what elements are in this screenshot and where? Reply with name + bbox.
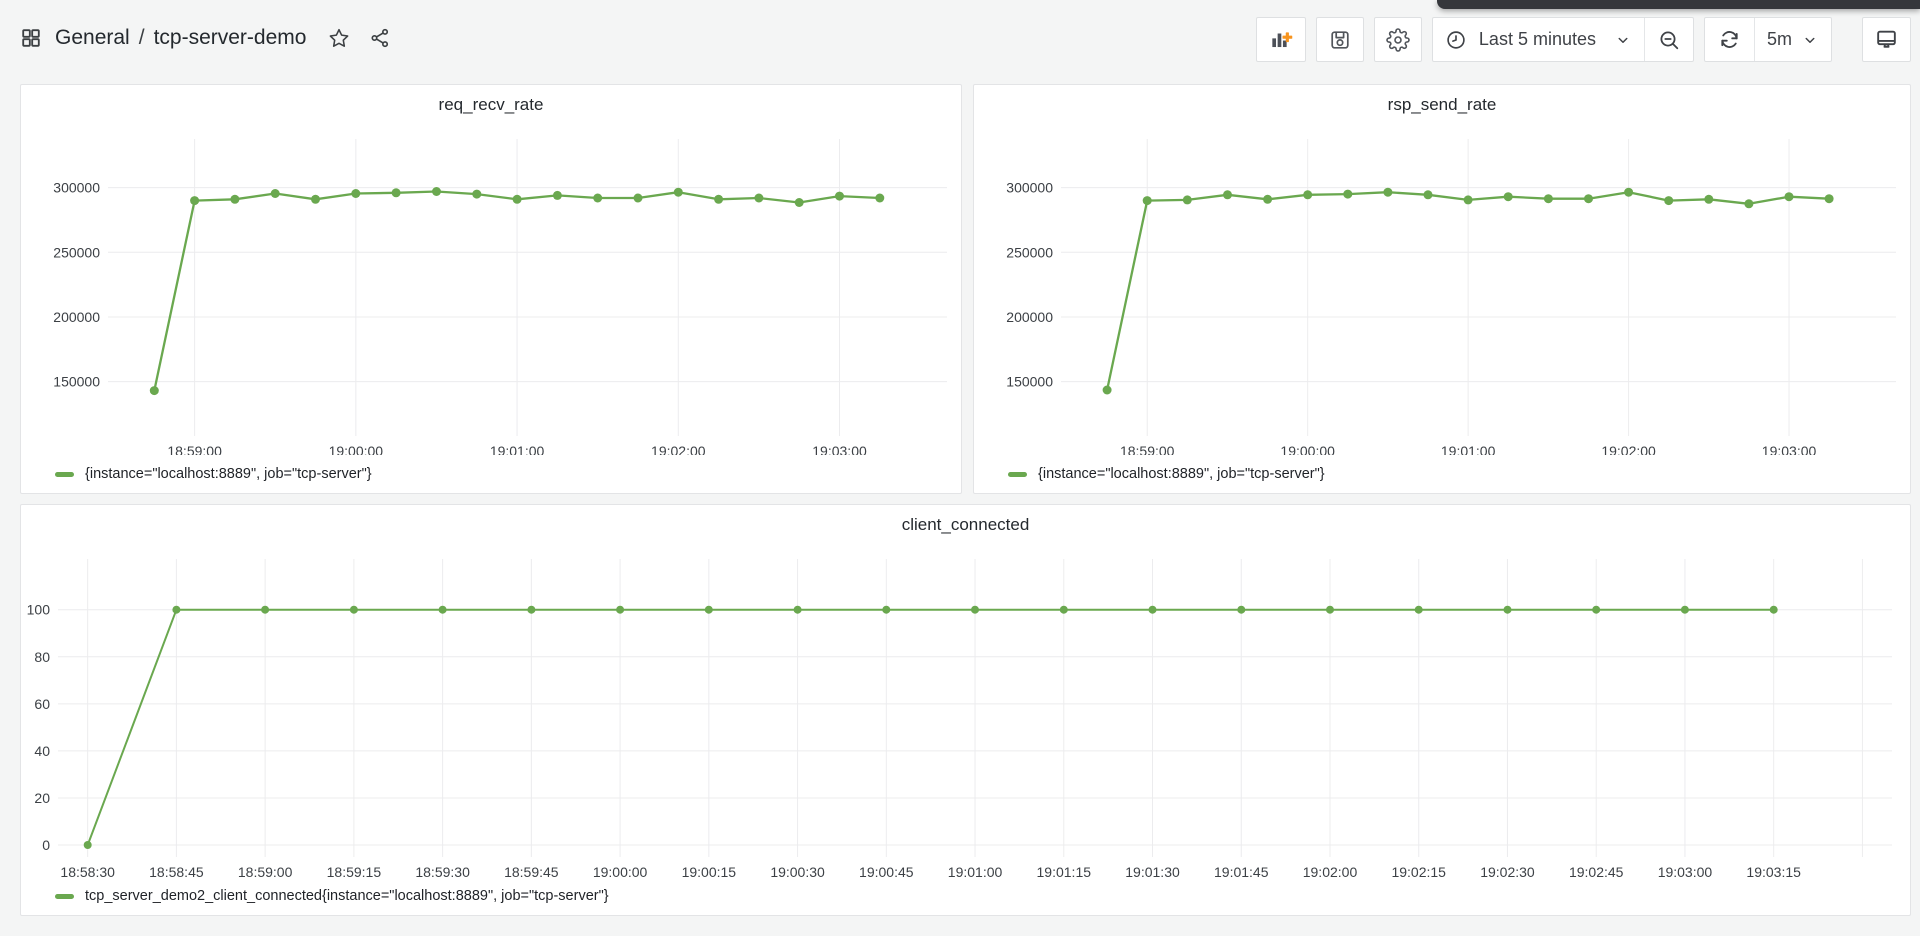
- svg-text:300000: 300000: [53, 180, 100, 196]
- legend: {instance="localhost:8889", job="tcp-ser…: [55, 466, 372, 482]
- refresh-dashboard-button[interactable]: [1705, 18, 1754, 61]
- legend-swatch: [1008, 472, 1027, 477]
- svg-text:18:59:30: 18:59:30: [415, 864, 470, 877]
- timeseries-chart[interactable]: 150000 200000 250000 300000 18:59:00 19:00:00…: [975, 125, 1909, 455]
- panel-title: rsp_send_rate: [1388, 85, 1497, 125]
- chevron-down-icon: [1801, 31, 1819, 49]
- panel-header[interactable]: req_recv_rate: [21, 85, 961, 125]
- svg-text:19:00:45: 19:00:45: [859, 864, 914, 877]
- svg-text:19:01:00: 19:01:00: [1441, 443, 1496, 455]
- svg-text:18:59:00: 18:59:00: [167, 443, 222, 455]
- add-panel-button[interactable]: [1256, 17, 1306, 62]
- refresh-interval-picker[interactable]: 5m: [1754, 18, 1831, 61]
- panel-req-recv-rate: req_recv_rate 150000 200000 250000 300000 18…: [20, 84, 962, 494]
- svg-text:100: 100: [27, 602, 51, 618]
- svg-text:19:02:30: 19:02:30: [1480, 864, 1535, 877]
- legend-series-label[interactable]: {instance="localhost:8889", job="tcp-ser…: [85, 466, 372, 482]
- svg-text:19:00:00: 19:00:00: [593, 864, 648, 877]
- svg-text:300000: 300000: [1006, 180, 1053, 196]
- svg-text:18:59:00: 18:59:00: [238, 864, 293, 877]
- svg-text:19:01:45: 19:01:45: [1214, 864, 1269, 877]
- breadcrumb-dashboard-name[interactable]: tcp-server-demo: [154, 26, 307, 50]
- apps-grid-icon[interactable]: [20, 27, 42, 49]
- breadcrumb-separator: /: [139, 26, 145, 50]
- svg-text:19:00:15: 19:00:15: [682, 864, 737, 877]
- dashboard-settings-button[interactable]: [1374, 17, 1422, 62]
- svg-text:19:02:45: 19:02:45: [1569, 864, 1624, 877]
- svg-text:150000: 150000: [1006, 374, 1053, 390]
- dashboard-header: General / tcp-server-demo: [0, 0, 1920, 80]
- panel-header[interactable]: rsp_send_rate: [974, 85, 1910, 125]
- svg-text:250000: 250000: [1006, 244, 1053, 260]
- svg-text:200000: 200000: [1006, 309, 1053, 325]
- svg-text:250000: 250000: [53, 244, 100, 260]
- panel-client-connected: client_connected 0 20 40 60 80 100 18:58:30 18:…: [20, 504, 1911, 916]
- panel-header[interactable]: client_connected: [21, 505, 1910, 545]
- svg-text:19:03:15: 19:03:15: [1746, 864, 1801, 877]
- timeseries-chart[interactable]: 0 20 40 60 80 100 18:58:30 18:58:45 18:59:00 18:5…: [22, 545, 1909, 877]
- legend: tcp_server_demo2_client_connected{instan…: [55, 888, 609, 904]
- svg-text:19:01:00: 19:01:00: [490, 443, 545, 455]
- legend-series-label[interactable]: tcp_server_demo2_client_connected{instan…: [85, 888, 609, 904]
- svg-text:18:59:15: 18:59:15: [327, 864, 382, 877]
- svg-text:19:02:15: 19:02:15: [1391, 864, 1446, 877]
- svg-text:19:03:00: 19:03:00: [1658, 864, 1713, 877]
- panel-rsp-send-rate: rsp_send_rate 150000 200000 250000 300000 18…: [973, 84, 1911, 494]
- refresh-group: 5m: [1704, 17, 1832, 62]
- svg-text:19:03:00: 19:03:00: [812, 443, 867, 455]
- svg-text:19:00:00: 19:00:00: [1280, 443, 1335, 455]
- panel-title: req_recv_rate: [439, 85, 544, 125]
- time-range-group: Last 5 minutes: [1432, 17, 1694, 62]
- breadcrumb-folder[interactable]: General: [55, 26, 130, 50]
- svg-text:18:59:45: 18:59:45: [504, 864, 559, 877]
- chevron-down-icon: [1614, 31, 1632, 49]
- share-dashboard-button[interactable]: [369, 27, 391, 49]
- panel-title: client_connected: [902, 505, 1030, 545]
- svg-text:19:00:30: 19:00:30: [770, 864, 825, 877]
- svg-text:18:58:30: 18:58:30: [60, 864, 115, 877]
- time-picker-label: Last 5 minutes: [1479, 29, 1596, 50]
- monitor-icon: [1874, 27, 1899, 52]
- legend-swatch: [55, 472, 74, 477]
- clock-icon: [1445, 29, 1467, 51]
- svg-text:20: 20: [34, 790, 50, 806]
- breadcrumb: General / tcp-server-demo: [20, 26, 391, 50]
- svg-text:200000: 200000: [53, 309, 100, 325]
- svg-text:19:03:00: 19:03:00: [1762, 443, 1817, 455]
- legend-swatch: [55, 894, 74, 899]
- svg-text:19:02:00: 19:02:00: [1601, 443, 1656, 455]
- time-picker-button[interactable]: Last 5 minutes: [1433, 18, 1644, 61]
- sync-icon: [1717, 27, 1742, 52]
- svg-text:19:02:00: 19:02:00: [651, 443, 706, 455]
- svg-text:19:01:30: 19:01:30: [1125, 864, 1180, 877]
- timeseries-chart[interactable]: 150000 200000 250000 300000 18:59:00 19:00:00…: [22, 125, 960, 455]
- svg-text:80: 80: [34, 649, 50, 665]
- save-dashboard-button[interactable]: [1316, 17, 1364, 62]
- svg-text:0: 0: [42, 837, 50, 853]
- dashboard-toolbar: Last 5 minutes: [1256, 17, 1911, 62]
- svg-text:19:01:00: 19:01:00: [948, 864, 1003, 877]
- star-dashboard-button[interactable]: [328, 27, 350, 49]
- svg-text:19:02:00: 19:02:00: [1303, 864, 1358, 877]
- refresh-interval-label: 5m: [1767, 29, 1792, 50]
- svg-text:19:01:15: 19:01:15: [1037, 864, 1092, 877]
- cycle-view-mode-button[interactable]: [1862, 17, 1911, 62]
- svg-text:150000: 150000: [53, 374, 100, 390]
- svg-text:60: 60: [34, 696, 50, 712]
- svg-text:40: 40: [34, 743, 50, 759]
- zoom-out-time-button[interactable]: [1644, 18, 1693, 61]
- svg-text:18:58:45: 18:58:45: [149, 864, 204, 877]
- svg-text:19:00:00: 19:00:00: [329, 443, 384, 455]
- legend-series-label[interactable]: {instance="localhost:8889", job="tcp-ser…: [1038, 466, 1325, 482]
- svg-text:18:59:00: 18:59:00: [1120, 443, 1175, 455]
- legend: {instance="localhost:8889", job="tcp-ser…: [1008, 466, 1325, 482]
